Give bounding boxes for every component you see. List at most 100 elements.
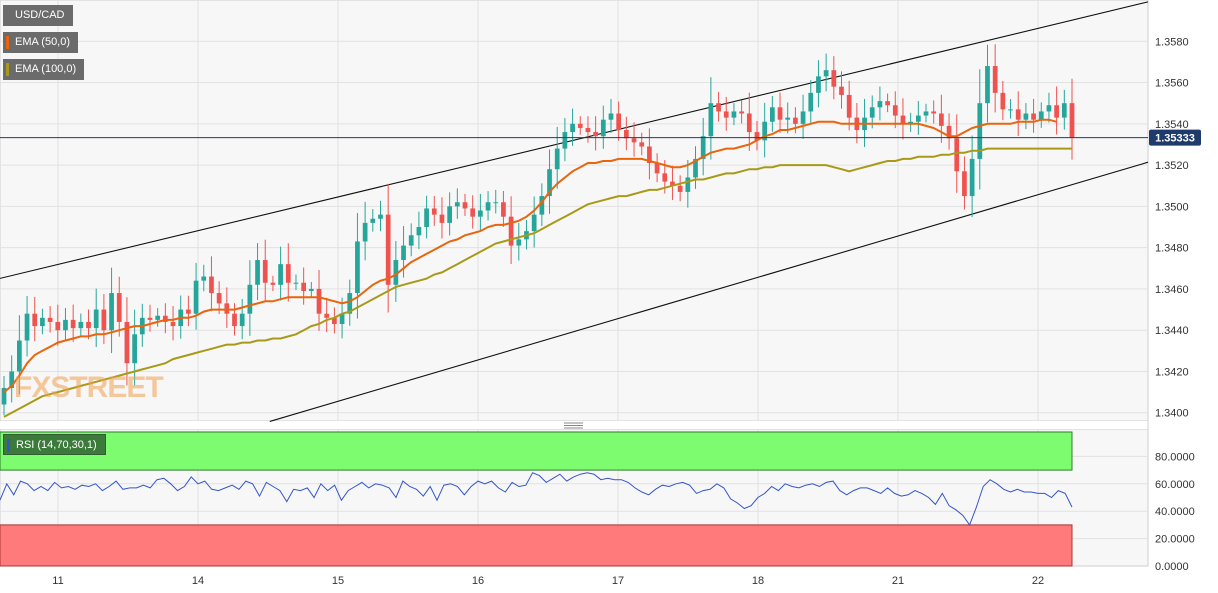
candle-body: [562, 132, 568, 149]
candle-body: [677, 185, 683, 192]
candle: [278, 246, 283, 301]
candle-body: [439, 214, 445, 223]
candle: [501, 190, 506, 227]
candle: [462, 193, 468, 216]
candle: [593, 116, 598, 151]
candle: [831, 56, 837, 100]
candle: [900, 98, 906, 140]
current-price-tag: [1149, 129, 1201, 146]
candle: [101, 294, 107, 345]
candle: [892, 91, 898, 129]
ema100-line: [3, 147, 1072, 418]
candle: [232, 303, 237, 336]
candle-body: [570, 123, 575, 133]
candle: [808, 80, 814, 123]
rsi-line: [0, 472, 1073, 526]
symbol-tag[interactable]: USD/CAD: [3, 5, 73, 26]
candle: [531, 196, 537, 248]
ema-lines: [3, 118, 1072, 418]
candle: [1069, 78, 1075, 160]
candle: [439, 197, 445, 239]
ema50-line: [3, 118, 1057, 393]
candle: [170, 306, 176, 341]
candle: [155, 308, 161, 327]
candle-body: [24, 313, 30, 341]
candle-body: [316, 288, 322, 314]
price-tick-label: 1.3420: [1155, 366, 1189, 378]
candle: [40, 308, 45, 335]
candle: [985, 44, 990, 123]
candle-body: [739, 111, 744, 114]
rsi-tick-label: 0.0000: [1155, 561, 1189, 573]
candle: [239, 299, 245, 340]
candle: [93, 288, 99, 347]
candle: [754, 120, 760, 151]
candle: [493, 189, 499, 214]
candle-body: [754, 132, 760, 141]
candle: [339, 297, 345, 339]
candle: [1000, 80, 1006, 121]
candle: [1061, 89, 1067, 130]
candle-body: [939, 113, 944, 126]
candle: [608, 98, 614, 133]
candle: [162, 303, 168, 334]
candle-body: [516, 239, 522, 246]
candle-body: [647, 146, 652, 164]
price-tick-label: 1.3560: [1155, 78, 1189, 90]
candle: [362, 201, 368, 261]
ema50-tag[interactable]: EMA (50,0): [3, 32, 79, 53]
candle-body: [1046, 105, 1052, 112]
candle: [977, 69, 983, 190]
candle-body: [808, 92, 814, 112]
candle-body: [577, 123, 583, 128]
candle-body: [931, 111, 937, 114]
candle: [700, 117, 706, 176]
candle: [777, 92, 783, 133]
candle: [539, 183, 545, 227]
candle-body: [293, 282, 299, 284]
x-tick-label: 16: [472, 575, 484, 587]
candle-body: [600, 119, 606, 137]
candle-body: [554, 148, 560, 170]
candle: [585, 116, 591, 143]
pane-resize-handle[interactable]: [0, 421, 1148, 429]
candle-body: [224, 303, 230, 314]
candle-body: [101, 309, 107, 331]
candle-body: [162, 315, 168, 322]
candle-body: [278, 264, 283, 285]
candle-body: [355, 241, 360, 294]
candle: [424, 195, 429, 239]
candle: [969, 135, 975, 218]
candle: [1046, 92, 1052, 123]
candle: [647, 128, 652, 180]
candle: [86, 309, 91, 340]
candle: [270, 275, 276, 292]
candle: [116, 276, 122, 337]
candle: [70, 304, 76, 342]
candle: [378, 200, 383, 232]
candle-body: [508, 216, 514, 246]
candle: [1, 376, 7, 416]
rsi-zones: [0, 431, 1073, 567]
candle-body: [32, 313, 38, 327]
rsi-tag[interactable]: RSI (14,70,30,1): [3, 434, 106, 455]
candle-body: [55, 321, 61, 331]
price-plot-area: [0, 0, 1149, 422]
candle: [63, 308, 68, 341]
trend-channel: [0, 1, 1149, 422]
candle-body: [785, 117, 791, 120]
candle: [723, 96, 729, 131]
candle-body: [869, 107, 875, 118]
candle: [132, 309, 137, 386]
candle: [908, 112, 914, 132]
candle: [393, 241, 399, 302]
candle-body: [370, 218, 376, 223]
current-price-marker: 1.35333: [0, 129, 1201, 146]
candle-body: [631, 138, 637, 143]
ema100-tag[interactable]: EMA (100,0): [3, 59, 85, 80]
x-tick-label: 14: [192, 575, 204, 587]
x-tick-label: 21: [892, 575, 904, 587]
candle: [209, 256, 214, 312]
candle: [1038, 102, 1044, 128]
